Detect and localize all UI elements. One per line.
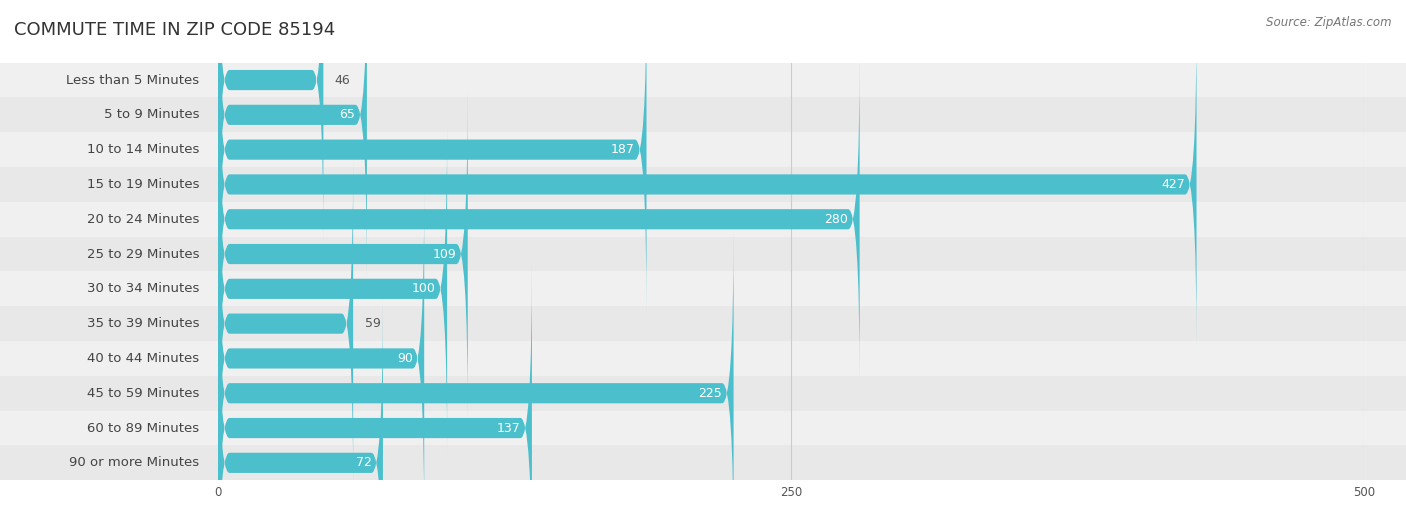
FancyBboxPatch shape <box>218 229 734 522</box>
Text: 46: 46 <box>335 74 350 87</box>
FancyBboxPatch shape <box>218 90 468 418</box>
FancyBboxPatch shape <box>0 411 1406 445</box>
FancyBboxPatch shape <box>218 195 425 522</box>
Text: Source: ZipAtlas.com: Source: ZipAtlas.com <box>1267 16 1392 29</box>
Text: 20 to 24 Minutes: 20 to 24 Minutes <box>87 213 200 226</box>
FancyBboxPatch shape <box>0 202 1406 236</box>
Text: 15 to 19 Minutes: 15 to 19 Minutes <box>87 178 200 191</box>
Text: Less than 5 Minutes: Less than 5 Minutes <box>66 74 200 87</box>
Text: 72: 72 <box>356 456 371 469</box>
Text: 45 to 59 Minutes: 45 to 59 Minutes <box>87 387 200 400</box>
Text: 5 to 9 Minutes: 5 to 9 Minutes <box>104 109 200 121</box>
FancyBboxPatch shape <box>0 445 1406 480</box>
Text: 35 to 39 Minutes: 35 to 39 Minutes <box>87 317 200 330</box>
Text: 90: 90 <box>396 352 413 365</box>
Text: 65: 65 <box>340 109 356 121</box>
Text: 225: 225 <box>699 387 723 400</box>
Text: 100: 100 <box>412 282 436 295</box>
FancyBboxPatch shape <box>218 0 647 314</box>
FancyBboxPatch shape <box>0 306 1406 341</box>
FancyBboxPatch shape <box>0 132 1406 167</box>
Text: 25 to 29 Minutes: 25 to 29 Minutes <box>87 247 200 260</box>
Text: 30 to 34 Minutes: 30 to 34 Minutes <box>87 282 200 295</box>
Text: 59: 59 <box>364 317 381 330</box>
FancyBboxPatch shape <box>0 376 1406 411</box>
FancyBboxPatch shape <box>0 341 1406 376</box>
FancyBboxPatch shape <box>0 271 1406 306</box>
Text: 109: 109 <box>433 247 457 260</box>
Text: 60 to 89 Minutes: 60 to 89 Minutes <box>87 422 200 434</box>
FancyBboxPatch shape <box>218 264 531 522</box>
FancyBboxPatch shape <box>218 55 859 383</box>
FancyBboxPatch shape <box>218 160 353 488</box>
Text: 187: 187 <box>612 143 636 156</box>
Text: 40 to 44 Minutes: 40 to 44 Minutes <box>87 352 200 365</box>
FancyBboxPatch shape <box>218 20 1197 348</box>
FancyBboxPatch shape <box>0 98 1406 132</box>
Text: COMMUTE TIME IN ZIP CODE 85194: COMMUTE TIME IN ZIP CODE 85194 <box>14 21 335 39</box>
FancyBboxPatch shape <box>0 236 1406 271</box>
Text: 90 or more Minutes: 90 or more Minutes <box>69 456 200 469</box>
Text: 280: 280 <box>824 213 848 226</box>
FancyBboxPatch shape <box>218 125 447 453</box>
FancyBboxPatch shape <box>218 0 367 279</box>
FancyBboxPatch shape <box>0 167 1406 202</box>
FancyBboxPatch shape <box>0 63 1406 98</box>
Text: 137: 137 <box>496 422 520 434</box>
Text: 10 to 14 Minutes: 10 to 14 Minutes <box>87 143 200 156</box>
FancyBboxPatch shape <box>218 0 323 244</box>
Text: 427: 427 <box>1161 178 1185 191</box>
FancyBboxPatch shape <box>218 299 382 522</box>
